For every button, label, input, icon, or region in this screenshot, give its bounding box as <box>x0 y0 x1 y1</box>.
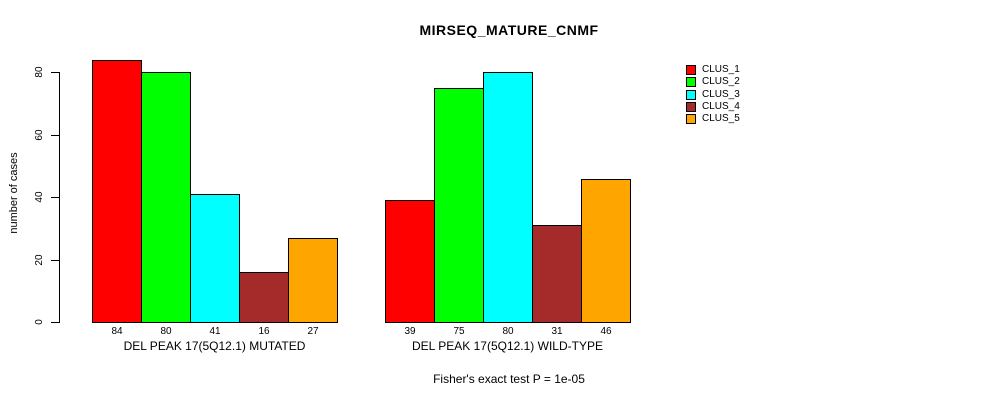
annotation-text: Fisher's exact test P = 1e-05 <box>433 372 585 386</box>
bar-clus_2-group1 <box>141 72 191 323</box>
legend-swatch-clus_1 <box>686 65 696 75</box>
chart-title: MIRSEQ_MATURE_CNMF <box>419 22 599 38</box>
y-axis-tick <box>51 197 59 198</box>
bar-clus_3-group1 <box>190 194 240 323</box>
y-tick-label: 0 <box>34 319 45 325</box>
y-axis-tick <box>51 260 59 261</box>
bar-clus_2-group2 <box>434 88 484 323</box>
legend-swatch-clus_4 <box>686 101 696 112</box>
legend-item: CLUS_1 <box>686 64 740 76</box>
bar-value-label: 41 <box>209 326 221 337</box>
legend-item: CLUS_4 <box>686 101 740 113</box>
legend-item: CLUS_3 <box>686 89 740 101</box>
legend-item-label: CLUS_1 <box>702 64 740 75</box>
bar-clus_4-group2 <box>532 225 582 323</box>
bar-clus_5-group2 <box>581 179 631 323</box>
x-axis-category-label-2: DEL PEAK 17(5Q12.1) WILD-TYPE <box>412 339 603 353</box>
bar-value-label: 27 <box>307 326 319 337</box>
legend-item: CLUS_5 <box>686 113 740 125</box>
y-axis-tick <box>51 322 59 323</box>
legend-swatch-clus_2 <box>686 77 696 88</box>
y-tick-label: 40 <box>34 191 45 203</box>
bar-clus_4-group1 <box>239 272 289 323</box>
legend-item-label: CLUS_3 <box>702 88 740 100</box>
bar-value-label: 84 <box>111 326 123 337</box>
y-axis-label: number of cases <box>8 152 20 234</box>
legend-swatch-clus_3 <box>686 89 696 100</box>
bar-clus_1-group1 <box>92 60 142 323</box>
legend-swatch-clus_5 <box>686 114 696 125</box>
bar-clus_5-group1 <box>288 238 338 323</box>
bar-value-label: 75 <box>453 326 465 337</box>
y-tick-label: 80 <box>34 66 45 78</box>
bar-value-label: 31 <box>551 326 563 337</box>
legend-item-label: CLUS_2 <box>702 76 740 88</box>
bar-value-label: 80 <box>502 326 514 337</box>
legend-item-label: CLUS_5 <box>702 113 740 125</box>
y-axis-line <box>59 72 60 323</box>
legend-item: CLUS_2 <box>686 76 740 88</box>
bar-value-label: 39 <box>404 326 416 337</box>
bar-value-label: 16 <box>258 326 270 337</box>
y-tick-label: 60 <box>34 129 45 141</box>
y-axis-tick <box>51 72 59 73</box>
legend-item-label: CLUS_4 <box>702 100 740 112</box>
bar-clus_3-group2 <box>483 72 533 323</box>
bar-value-label: 46 <box>600 326 612 337</box>
y-tick-label: 20 <box>34 254 45 266</box>
bar-clus_1-group2 <box>385 200 435 323</box>
bar-value-label: 80 <box>160 326 172 337</box>
x-axis-category-label-1: DEL PEAK 17(5Q12.1) MUTATED <box>123 339 306 353</box>
y-axis-tick <box>51 135 59 136</box>
